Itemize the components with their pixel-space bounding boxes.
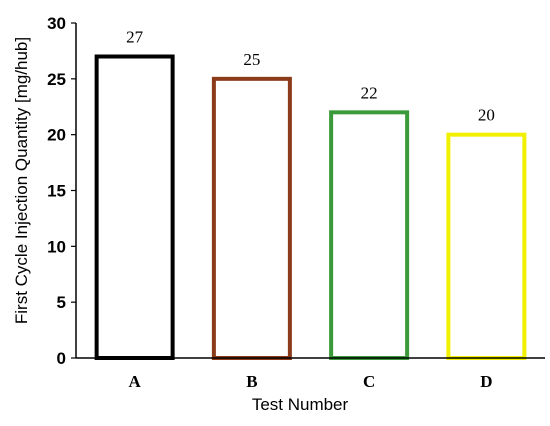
y-tick-label: 0: [57, 349, 66, 368]
data-labels: 27 25 22 20: [126, 28, 495, 125]
y-tick-label: 20: [47, 126, 66, 145]
x-tick-label-b: B: [246, 372, 257, 391]
data-label-a: 27: [126, 28, 144, 47]
bar-c: [329, 110, 410, 361]
data-label-c: 22: [361, 83, 378, 102]
y-axis-title: First Cycle Injection Quantity [mg/hub]: [12, 37, 31, 324]
data-label-b: 25: [243, 50, 260, 69]
y-tick-label: 25: [47, 70, 66, 89]
y-axis-ticks: 0 5 10 15 20 25 30: [47, 14, 76, 368]
y-tick-label: 5: [57, 293, 66, 312]
y-tick-label: 30: [47, 14, 66, 33]
bars: [94, 54, 527, 361]
y-tick-label: 10: [47, 237, 66, 256]
bar-a: [94, 54, 175, 360]
x-axis-ticks: A B C D: [128, 372, 492, 391]
x-tick-label-d: D: [480, 372, 492, 391]
y-tick-label: 15: [47, 182, 66, 201]
x-tick-label-a: A: [128, 372, 141, 391]
data-label-d: 20: [478, 106, 495, 125]
x-tick-label-c: C: [363, 372, 375, 391]
x-axis-title: Test Number: [252, 395, 349, 414]
bar-d: [446, 132, 527, 360]
bar-b: [211, 76, 292, 360]
